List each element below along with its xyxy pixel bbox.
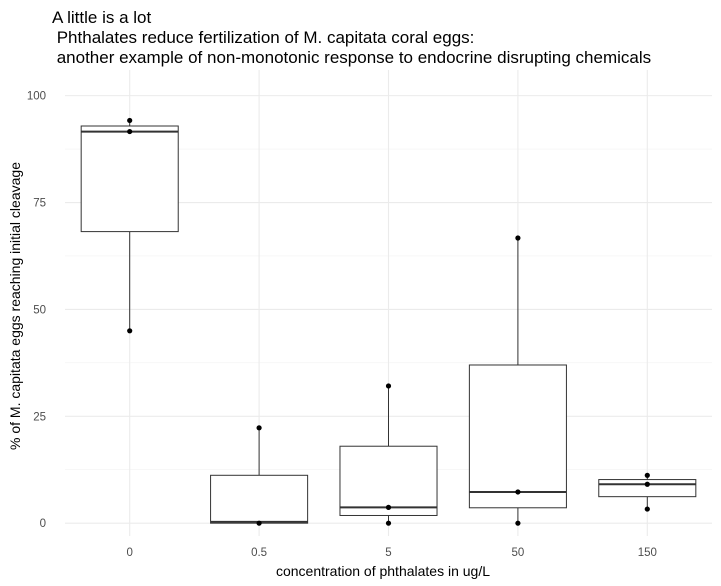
data-point — [127, 117, 133, 124]
x-tick-label: 0.5 — [251, 547, 267, 559]
y-axis-title: % of M. capitata eggs reaching initial c… — [7, 162, 23, 450]
x-axis-title: concentration of phthalates in ug/L — [276, 563, 490, 579]
data-point — [515, 520, 521, 526]
box-group — [210, 425, 309, 526]
data-point — [385, 383, 392, 389]
data-point — [644, 472, 650, 478]
box-group — [468, 235, 567, 526]
x-tick-label: 50 — [512, 547, 525, 559]
x-tick-labels: 0 0.5 5 50 150 — [126, 547, 656, 559]
data-point — [644, 481, 650, 487]
x-tick-label: 5 — [385, 547, 391, 559]
y-tick-labels: 0 25 50 75 100 — [27, 91, 46, 531]
data-point — [127, 128, 133, 135]
data-point — [644, 506, 650, 512]
box-group — [598, 472, 697, 512]
data-point — [256, 520, 262, 526]
box-rect — [339, 445, 438, 516]
y-tick-label: 0 — [40, 518, 46, 530]
box-group — [80, 117, 179, 334]
chart-title-line-3: another example of non-monotonic respons… — [52, 48, 651, 67]
box-group — [339, 383, 438, 526]
data-point — [385, 504, 392, 510]
chart-title-line-1: A little is a lot — [52, 8, 151, 27]
data-point — [127, 328, 133, 334]
data-point — [256, 425, 262, 431]
box-rect — [468, 364, 567, 509]
data-point — [515, 235, 521, 241]
data-point — [515, 489, 521, 495]
box-rect — [210, 474, 309, 524]
box-rect — [80, 125, 179, 233]
x-tick-label: 0 — [126, 547, 132, 559]
y-tick-label: 100 — [27, 91, 46, 103]
y-tick-label: 25 — [33, 411, 46, 423]
boxes — [80, 117, 697, 526]
y-tick-label: 50 — [33, 304, 46, 316]
y-tick-label: 75 — [33, 198, 46, 210]
chart-title-line-2: Phthalates reduce fertilization of M. ca… — [52, 28, 474, 47]
data-point — [385, 520, 392, 526]
x-tick-label: 150 — [638, 547, 657, 559]
